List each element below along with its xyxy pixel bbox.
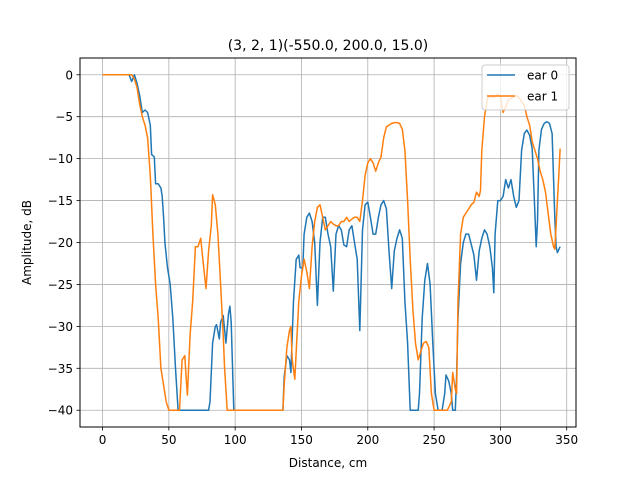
x-tick-label: 300 [489, 433, 512, 447]
chart-title: (3, 2, 1)(-550.0, 200.0, 15.0) [228, 38, 429, 54]
legend-label-ear-1: ear 1 [527, 90, 558, 104]
x-tick-label: 50 [161, 433, 176, 447]
series-line-ear-0 [102, 74, 561, 411]
y-tick-label: −5 [55, 110, 73, 124]
x-axis-ticks: 0 50 100 150 200 250 300 350 [99, 427, 578, 447]
y-axis-ticks: 0 −5 −10 −15 −20 −25 −30 −35 −40 [48, 68, 80, 418]
legend-box [481, 64, 570, 111]
x-axis-label: Distance, cm [289, 456, 367, 470]
x-tick-label: 350 [555, 433, 578, 447]
y-axis-label: Amplitude, dB [20, 200, 34, 285]
y-tick-label: −35 [48, 362, 73, 376]
x-tick-label: 200 [356, 433, 379, 447]
y-tick-label: −40 [48, 404, 73, 418]
y-tick-label: 0 [65, 68, 73, 82]
y-tick-label: −10 [48, 152, 73, 166]
legend: ear 0 ear 1 [481, 64, 570, 111]
y-tick-label: −15 [48, 194, 73, 208]
y-tick-label: −25 [48, 278, 73, 292]
y-tick-label: −30 [48, 320, 73, 334]
x-tick-label: 100 [224, 433, 247, 447]
y-tick-label: −20 [48, 236, 73, 250]
x-tick-label: 250 [423, 433, 446, 447]
x-tick-label: 0 [99, 433, 107, 447]
x-tick-label: 150 [290, 433, 313, 447]
legend-label-ear-0: ear 0 [527, 69, 558, 83]
grid-lines [80, 58, 576, 427]
